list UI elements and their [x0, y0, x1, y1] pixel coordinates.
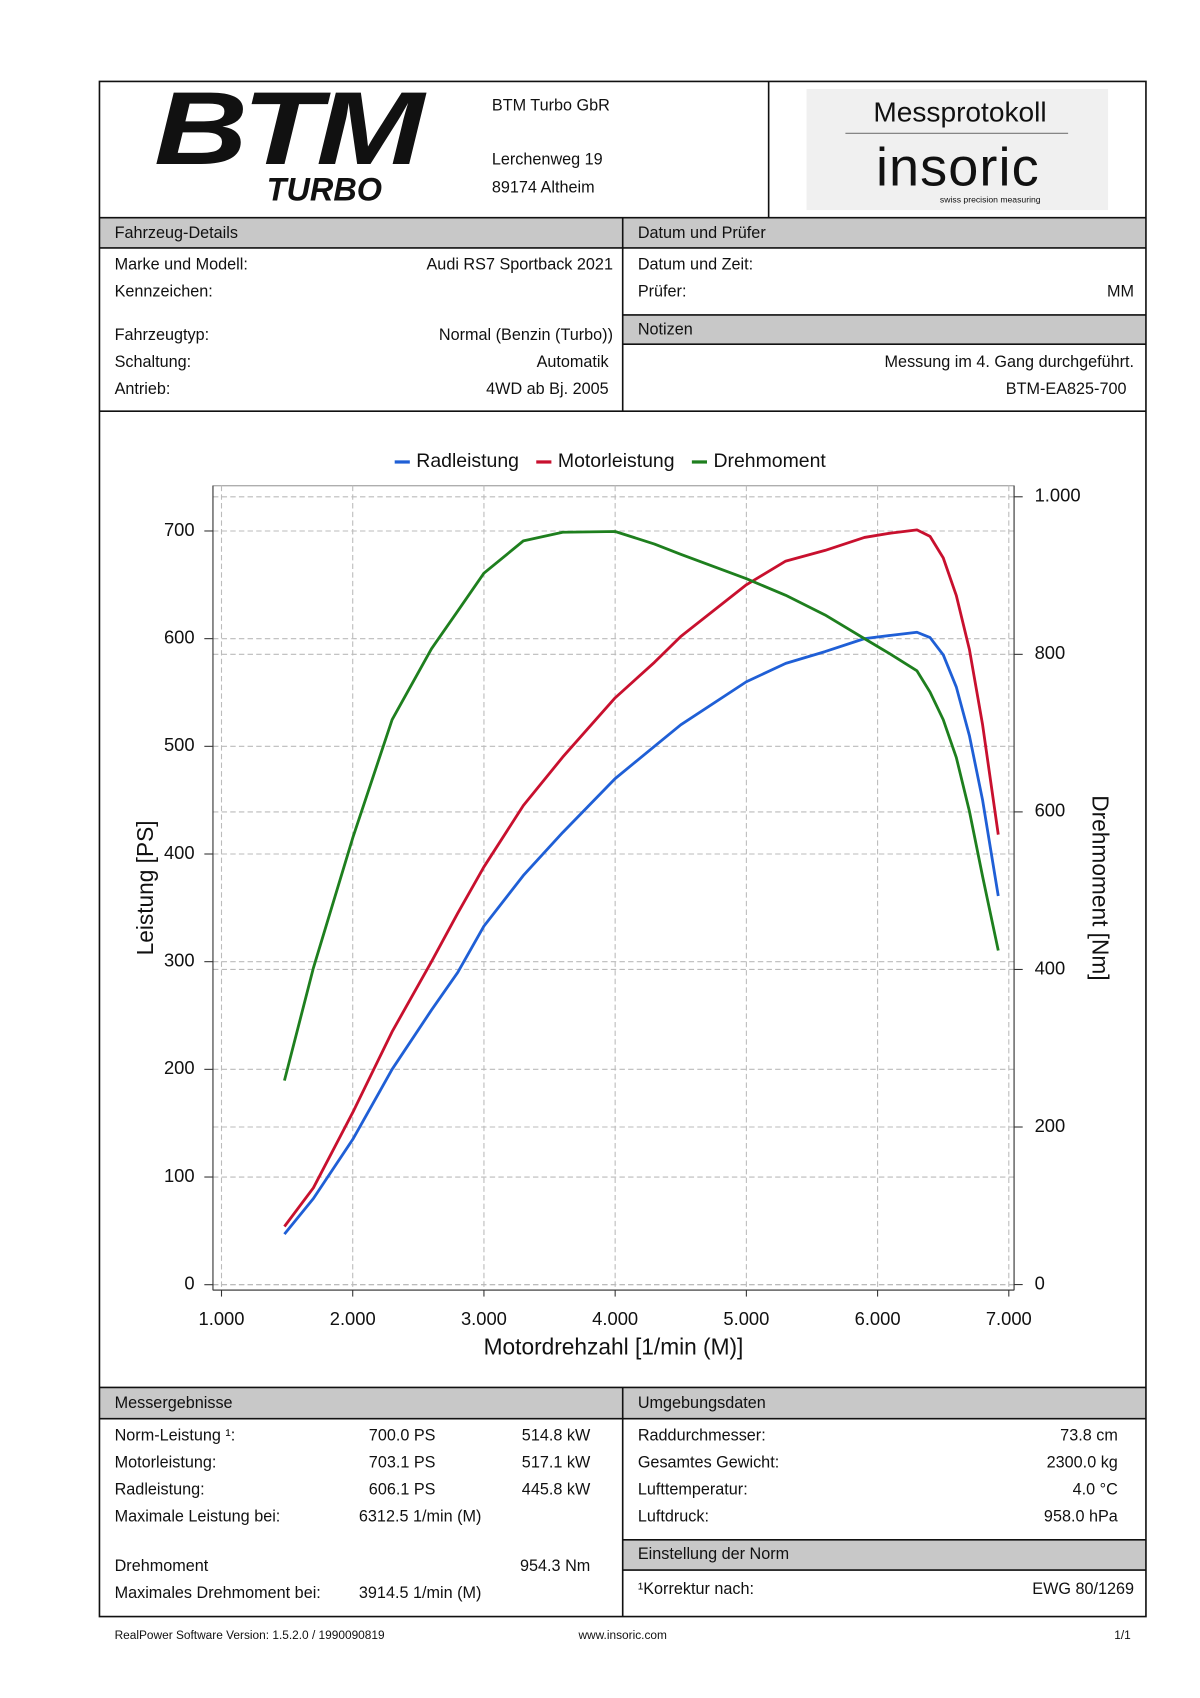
y-tick-label: 0 [184, 1273, 194, 1294]
section-bar [622, 1539, 1146, 1571]
brand: insoric [876, 137, 1040, 197]
y-tick-label: 700 [164, 519, 195, 540]
logo-mark: BTM [154, 70, 427, 186]
tagline: swiss precision measuring [940, 195, 1041, 205]
field-value: MM [1107, 283, 1134, 301]
field-label: Kennzeichen: [115, 283, 213, 301]
y-tick-label: 200 [164, 1057, 195, 1078]
plot-area [212, 485, 1015, 1291]
y-tick-label: 600 [164, 627, 195, 648]
y-tick-label: 300 [164, 950, 195, 971]
field-value: Normal (Benzin (Turbo)) [439, 326, 613, 344]
y-tick-label: 100 [164, 1165, 195, 1186]
field-value: Automatik [537, 353, 610, 371]
protocol: Messprotokoll [873, 96, 1046, 127]
field-value: 73.8 cm [1060, 1426, 1118, 1444]
field-label: Marke und Modell: [115, 255, 248, 273]
field-value: 2300.0 kg [1047, 1453, 1118, 1471]
logo-sub: TURBO [267, 171, 382, 207]
x-tick-label: 3.000 [461, 1308, 507, 1329]
legend-label: Motorleistung [558, 450, 675, 472]
x-tick-label: 4.000 [592, 1308, 638, 1329]
x-tick-label: 7.000 [986, 1308, 1032, 1329]
field-label: Gesamtes Gewicht: [638, 1453, 779, 1471]
y2-tick-label: 0 [1035, 1272, 1045, 1293]
y-axis-label: Leistung [PS] [132, 820, 158, 955]
field-label: Datum und Zeit: [638, 255, 753, 273]
field-label: Lufttemperatur: [638, 1480, 748, 1498]
footer-page: 1/1 [1114, 1628, 1131, 1642]
section-title: Einstellung der Norm [638, 1545, 789, 1563]
y2-tick-label: 600 [1035, 800, 1066, 821]
x-axis-label: Motordrehzahl [1/min (M)] [484, 1333, 744, 1359]
brand-box [806, 89, 1109, 211]
result-ps: 700.0 PS [369, 1426, 436, 1444]
series-line [283, 630, 1000, 1235]
footer-url: www.insoric.com [577, 1628, 667, 1642]
section-title: Datum und Prüfer [638, 224, 766, 242]
field-label: Luftdruck: [638, 1507, 709, 1525]
y-tick-label: 500 [164, 734, 195, 755]
section-title: Messergebnisse [115, 1394, 233, 1412]
y2-tick-label: 800 [1035, 642, 1066, 663]
x-tick-label: 5.000 [723, 1308, 769, 1329]
city: 89174 Altheim [492, 179, 595, 197]
field-label: Prüfer: [638, 283, 687, 301]
result-kw: 517.1 kW [522, 1453, 591, 1471]
field-value: 4.0 °C [1073, 1480, 1119, 1498]
footer-software: RealPower Software Version: 1.5.2.0 / 19… [115, 1628, 385, 1642]
field-label: Fahrzeugtyp: [115, 326, 210, 344]
series-line [283, 528, 1000, 1228]
street: Lerchenweg 19 [492, 151, 603, 169]
field-value: 958.0 hPa [1044, 1507, 1119, 1525]
result-ps: 703.1 PS [369, 1453, 436, 1471]
legend: Radleistung Motorleistung Drehmoment [394, 450, 826, 472]
y-tick-label: 400 [164, 842, 195, 863]
note: BTM-EA825-700 [1006, 380, 1127, 398]
result-label: Radleistung: [115, 1480, 205, 1498]
y2-axis-label: Drehmoment [Nm] [1087, 795, 1113, 980]
result-label: Drehmoment [115, 1557, 209, 1575]
result-ps: 606.1 PS [369, 1480, 436, 1498]
y2-tick-label: 1.000 [1035, 485, 1081, 506]
x-tick-label: 1.000 [199, 1308, 245, 1329]
legend-label: Radleistung [416, 450, 519, 472]
result-kw: 445.8 kW [522, 1480, 591, 1498]
legend-label: Drehmoment [713, 450, 826, 472]
field-label: Antrieb: [115, 380, 171, 398]
result-kw: 514.8 kW [522, 1426, 591, 1444]
section-title: Fahrzeug-Details [115, 224, 238, 242]
result-rpm: 3914.5 1/min (M) [359, 1584, 481, 1602]
result-label: Maximales Drehmoment bei: [115, 1584, 321, 1602]
field-value: Audi RS7 Sportback 2021 [427, 255, 613, 273]
field-label: ¹Korrektur nach: [638, 1580, 754, 1598]
field-value: EWG 80/1269 [1032, 1580, 1134, 1598]
company: BTM Turbo GbR [492, 97, 610, 115]
result-rpm: 6312.5 1/min (M) [359, 1507, 481, 1525]
frame [98, 80, 1147, 1618]
y2-tick-label: 400 [1035, 957, 1066, 978]
field-label: Raddurchmesser: [638, 1426, 766, 1444]
y2-tick-label: 200 [1035, 1115, 1066, 1136]
result-label: Norm-Leistung ¹: [115, 1426, 236, 1444]
field-value: 4WD ab Bj. 2005 [486, 380, 609, 398]
section-bar [622, 314, 1146, 345]
series-line [283, 530, 1000, 1081]
x-tick-label: 6.000 [855, 1308, 901, 1329]
result-kw: 954.3 Nm [520, 1557, 590, 1575]
note: Messung im 4. Gang durchgeführt. [885, 353, 1134, 371]
result-label: Motorleistung: [115, 1453, 217, 1471]
field-label: Schaltung: [115, 353, 192, 371]
x-tick-label: 2.000 [330, 1308, 376, 1329]
section-title: Umgebungsdaten [638, 1394, 766, 1412]
result-label: Maximale Leistung bei: [115, 1507, 281, 1525]
section-title: Notizen [638, 320, 693, 338]
